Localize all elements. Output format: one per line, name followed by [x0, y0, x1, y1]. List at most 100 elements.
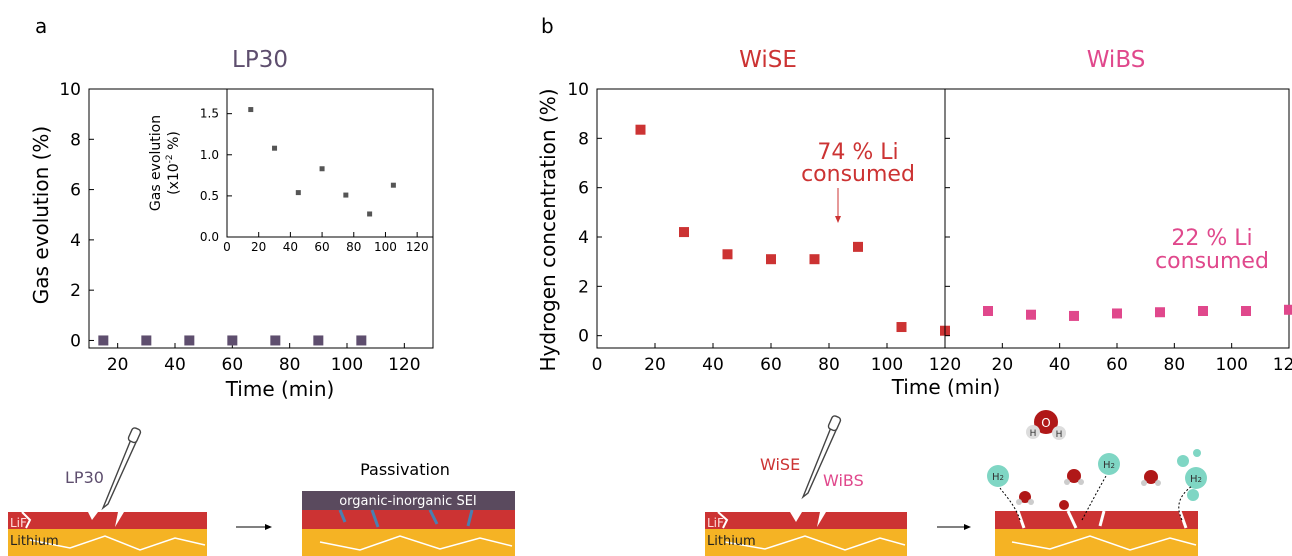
- schematic-passivation: Passivation organic-inorganic SEI: [302, 460, 515, 556]
- wibs-annotation-line2: consumed: [1155, 249, 1269, 274]
- chart-wibs: 20 40 60 80 100 120: [944, 88, 1292, 375]
- b-wise-xtick-label: 0: [592, 355, 603, 375]
- b-wibs-xtick-label: 100: [1215, 355, 1247, 375]
- b-wise-ytick-label: 0: [578, 327, 589, 347]
- a-inset-xtick-label: 40: [283, 240, 298, 254]
- lif-pits-4: [1016, 510, 1188, 529]
- lp30-title: LP30: [232, 47, 288, 73]
- lp30-schematic-label: LP30: [65, 468, 104, 487]
- wise-annotation-line2: consumed: [801, 162, 915, 187]
- a-inset-xtick-label: 80: [346, 240, 361, 254]
- b-wise-point: [722, 249, 733, 260]
- lif-layer-4: [995, 511, 1198, 529]
- a-inset-xtick-label: 60: [314, 240, 329, 254]
- b-wise-xtick-label: 40: [702, 355, 724, 375]
- b-wibs-xtick-label: 80: [1164, 355, 1186, 375]
- b-wise-point: [635, 124, 646, 135]
- b-wise-ytick-label: 2: [578, 277, 589, 297]
- a-main-point: [98, 335, 109, 346]
- lif-crack-3: [717, 511, 729, 529]
- a-inset-point: [295, 190, 301, 196]
- b-wibs-point: [1155, 307, 1165, 318]
- a-inset-ytick-label: 1.0: [200, 148, 219, 162]
- a-inset-xtick-label: 0: [223, 240, 231, 254]
- a-inset-xtick-label: 120: [406, 240, 429, 254]
- a-main-point: [313, 335, 324, 346]
- a-inset-xtick-label: 20: [251, 240, 266, 254]
- lif-label-3: LiF: [707, 516, 724, 530]
- a-main-ytick-label: 2: [70, 281, 81, 301]
- a-main-point: [184, 335, 195, 346]
- b-wibs-xtick-label: 40: [1049, 355, 1071, 375]
- lithium-layer-2: [302, 529, 515, 556]
- h2-bubble-icon-2: H2: [1098, 453, 1120, 475]
- wibs-title: WiBS: [1087, 47, 1146, 73]
- svg-text:O: O: [1041, 416, 1050, 430]
- svg-text:H2: H2: [1190, 474, 1202, 485]
- b-wise-point: [766, 254, 776, 265]
- a-inset-ytick-label: 0.0: [200, 230, 219, 244]
- b-wise-xtick-label: 100: [871, 355, 903, 375]
- a-main-xtick-label: 80: [279, 355, 301, 375]
- a-inset-point: [248, 107, 254, 113]
- a-main-point: [227, 335, 238, 346]
- lithium-cracks-3: [724, 535, 906, 551]
- pipette-icon-2: [801, 415, 842, 500]
- b-xlabel: Time (min): [891, 375, 1001, 399]
- a-main-ytick-label: 10: [59, 80, 81, 100]
- a-main-xtick-label: 120: [388, 355, 420, 375]
- water-small-icon-2: [1064, 469, 1084, 485]
- a-inset-point: [319, 166, 325, 172]
- passivation-title: Passivation: [360, 460, 450, 479]
- sei-layer: [302, 491, 515, 510]
- wise-annotation-line1: 74 % Li: [817, 140, 898, 165]
- wise-annotation-arrowhead: [835, 216, 841, 223]
- lif-layer-3: [705, 512, 907, 529]
- arrow-right-icon-2: [937, 524, 971, 530]
- b-wibs-point: [1112, 308, 1122, 319]
- wibs-annotation-line1: 22 % Li: [1171, 226, 1252, 251]
- schematic-hydrogen: O H H H2 H2 H2: [987, 410, 1207, 556]
- b-wibs-point: [1026, 309, 1036, 320]
- b-wibs-point: [1241, 306, 1251, 316]
- lif-layer: [8, 512, 207, 529]
- a-inset-ytick-label: 0.5: [200, 189, 219, 203]
- inset-ylabel-2a: (x10: [166, 163, 182, 195]
- a-main-xtick-label: 60: [222, 355, 244, 375]
- b-wibs-xtick-label: 120: [1273, 355, 1292, 375]
- b-wise-point: [809, 254, 820, 265]
- svg-text:H2: H2: [992, 472, 1004, 483]
- arrow-right-icon: [236, 524, 272, 530]
- b-wise-point: [853, 241, 863, 252]
- a-main-point: [356, 335, 367, 346]
- a-inset-ytick-label: 1.5: [200, 107, 219, 121]
- svg-text:H2: H2: [1103, 460, 1115, 471]
- lithium-label: Lithium: [10, 534, 59, 549]
- sei-label: organic-inorganic SEI: [339, 494, 477, 509]
- lithium-cracks: [29, 535, 206, 551]
- b-wise-ytick-label: 4: [578, 228, 589, 248]
- panel-a-label: a: [35, 14, 47, 38]
- b-wise-ytick-label: 8: [578, 129, 589, 149]
- b-ylabel: Hydrogen concentration (%): [536, 88, 560, 371]
- lithium-layer-4: [995, 529, 1198, 556]
- schematic-lp30: LiF Lithium LP30: [8, 427, 207, 556]
- a-inset-frame: [226, 88, 434, 238]
- b-wibs-xtick-label: 60: [1106, 355, 1128, 375]
- water-small-icon-3: [1141, 470, 1161, 486]
- lithium-layer-3: [705, 529, 907, 556]
- a-main-ytick-label: 6: [70, 181, 81, 201]
- wibs-schematic-label: WiBS: [823, 471, 864, 490]
- reaction-path-2: [1081, 475, 1107, 521]
- lif-label: LiF: [10, 516, 27, 530]
- svg-text:H: H: [1030, 429, 1037, 439]
- b-wibs-point: [983, 306, 993, 316]
- inset-ylabel-2b: %): [166, 131, 182, 154]
- b-wise-xtick-label: 80: [818, 355, 840, 375]
- a-inset-point: [272, 145, 278, 151]
- lif-layer-2: [302, 510, 515, 529]
- a-main-frame: [88, 88, 434, 349]
- a-main-point: [141, 335, 152, 346]
- a-xlabel: Time (min): [225, 377, 335, 401]
